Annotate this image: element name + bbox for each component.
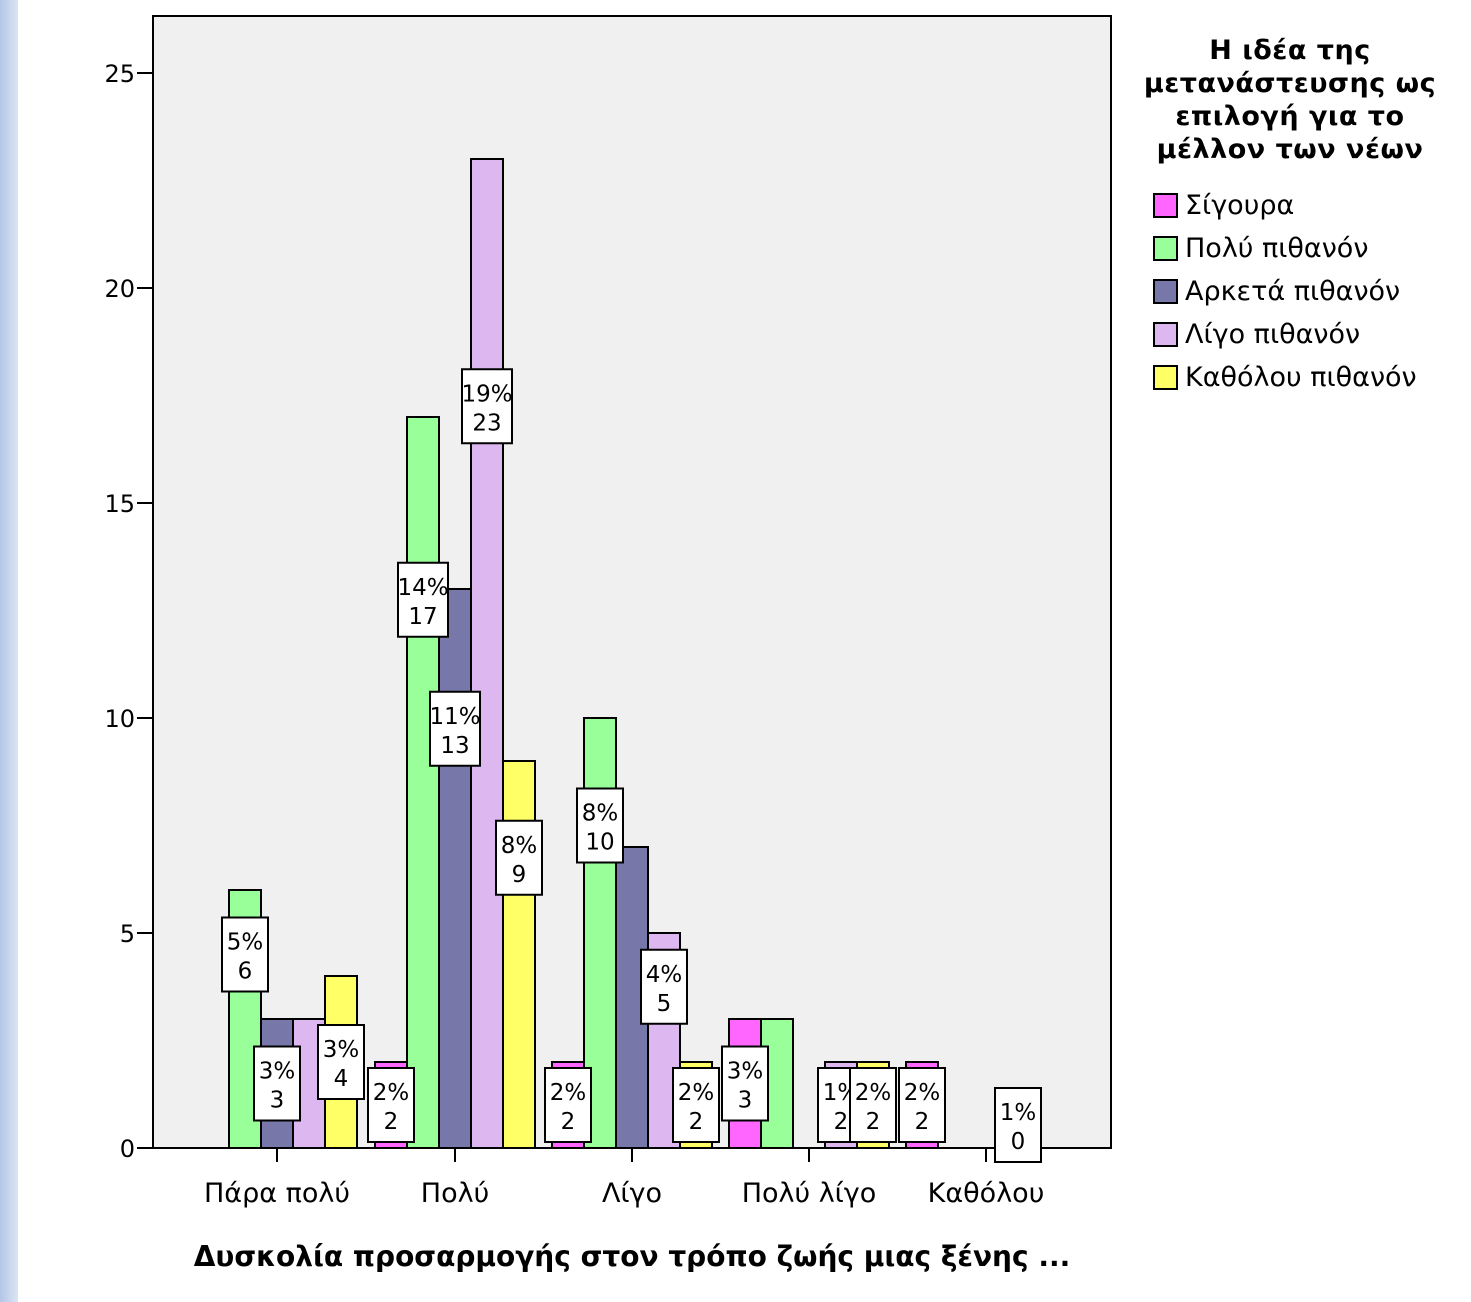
data-label-percent: 2% [550,1080,587,1106]
data-label-box [429,690,481,767]
data-label-box [461,368,513,445]
y-tick-label: 20 [104,275,135,303]
bar [406,416,440,1149]
data-label-box [317,1024,365,1100]
x-tick-label: Πολύ [421,1178,489,1209]
data-label-box [640,948,688,1025]
data-label-count: 23 [472,410,501,436]
legend-item-sigoura: Σίγουρα [1153,184,1440,227]
legend-title-line: μετανάστευσης ως [1143,68,1437,99]
data-label-percent: 2% [678,1080,715,1106]
data-label-box [495,819,543,896]
data-label-box [672,1067,720,1143]
data-label-count: 2 [834,1109,849,1135]
data-label-box [221,916,269,993]
data-label-box [849,1067,897,1143]
data-label-box [994,1087,1042,1163]
data-label-box [721,1045,769,1122]
data-label-count: 10 [585,830,614,856]
data-label-box [898,1067,946,1143]
legend-title: Η ιδέα της μετανάστευσης ως επιλογή για … [1140,34,1440,166]
data-label-count: 2 [866,1109,881,1135]
y-tick-label: 15 [104,490,135,518]
data-label-count: 0 [1011,1129,1026,1155]
data-label-percent: 2% [373,1080,410,1106]
data-label-percent: 11% [429,704,480,730]
x-tick-label: Καθόλου [928,1178,1045,1209]
data-label-percent: 3% [727,1059,764,1085]
x-tick-label: Πολύ λίγο [742,1178,877,1209]
data-label-box [544,1067,592,1143]
data-label-count: 2 [384,1109,399,1135]
legend-label: Καθόλου πιθανόν [1185,362,1417,393]
data-label-percent: 2% [904,1080,941,1106]
bar [502,760,536,1149]
legend-item-poly-pithanon: Πολύ πιθανόν [1153,227,1440,270]
y-tick-label: 0 [120,1135,135,1163]
data-label-percent: 3% [323,1037,360,1063]
legend: Η ιδέα της μετανάστευσης ως επιλογή για … [1140,34,1440,399]
data-label-percent: 8% [501,833,538,859]
data-label-box [367,1067,415,1143]
data-label-count: 3 [270,1088,285,1114]
legend-label: Πολύ πιθανόν [1185,233,1369,264]
data-label-box [253,1045,301,1122]
data-label-percent: 1% [1000,1100,1037,1126]
data-label-count: 9 [512,862,527,888]
legend-title-line: Η ιδέα της [1209,35,1371,66]
data-label-count: 4 [334,1066,349,1092]
data-label-percent: 4% [646,962,683,988]
data-label-count: 5 [657,991,672,1017]
y-tick-label: 10 [104,705,135,733]
legend-title-line: μέλλον των νέων [1156,134,1424,165]
legend-swatch [1153,279,1178,304]
legend-item-ligo-pithanon: Λίγο πιθανόν [1153,313,1440,356]
legend-item-katholou-pithanon: Καθόλου πιθανόν [1153,356,1440,399]
data-label-percent: 19% [461,381,512,407]
data-label-percent: 3% [259,1059,296,1085]
legend-label: Λίγο πιθανόν [1185,319,1361,350]
legend-label: Σίγουρα [1185,190,1295,221]
x-tick-label: Πάρα πολύ [204,1178,350,1209]
data-label-box [576,787,624,864]
data-label-count: 6 [238,959,253,985]
data-label-percent: 5% [227,930,264,956]
data-label-count: 3 [738,1088,753,1114]
legend-item-arketa-pithanon: Αρκετά πιθανόν [1153,270,1440,313]
data-label-count: 2 [561,1109,576,1135]
bar [470,158,504,1149]
legend-swatch [1153,365,1178,390]
legend-swatch [1153,193,1178,218]
data-label-percent: 2% [855,1080,892,1106]
x-tick-label: Λίγο [602,1178,662,1209]
data-label-box [397,561,449,638]
data-label-count: 2 [915,1109,930,1135]
x-axis-title: Δυσκολία προσαρμογής στον τρόπο ζωής μια… [194,1240,1071,1273]
bar [438,588,472,1149]
legend-items: Σίγουρα Πολύ πιθανόν Αρκετά πιθανόν Λίγο… [1140,184,1440,399]
data-label-count: 2 [689,1109,704,1135]
data-label-count: 13 [440,733,469,759]
bar [760,1018,794,1149]
legend-swatch [1153,322,1178,347]
y-tick-label: 5 [120,920,135,948]
legend-title-line: επιλογή για το [1175,101,1405,132]
data-label-percent: 8% [582,801,619,827]
data-label-count: 17 [408,604,437,630]
legend-swatch [1153,236,1178,261]
legend-label: Αρκετά πιθανόν [1185,276,1401,307]
y-tick-label: 25 [104,60,135,88]
data-label-percent: 14% [397,575,448,601]
